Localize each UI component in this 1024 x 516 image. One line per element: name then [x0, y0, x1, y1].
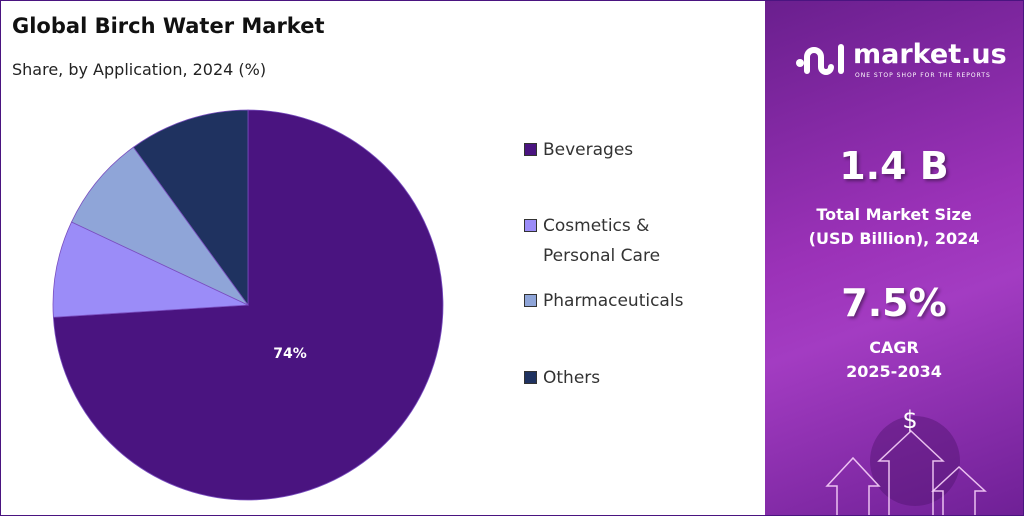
cagr-value: 7.5% — [841, 281, 947, 325]
legend-swatch — [524, 371, 537, 384]
legend-swatch — [524, 143, 537, 156]
dollar-icon: $ — [902, 406, 918, 434]
market-size-label-2: (USD Billion), 2024 — [808, 229, 980, 248]
legend-item-cosmetics: Cosmetics & Personal Care — [524, 211, 660, 271]
data-label: 74% — [273, 346, 307, 362]
chart-subtitle: Share, by Application, 2024 (%) — [12, 60, 267, 79]
legend-item-beverages: Beverages — [524, 135, 633, 165]
cagr-period: 2025-2034 — [846, 362, 942, 381]
market-size-value: 1.4 B — [839, 144, 949, 188]
legend-swatch — [524, 219, 537, 232]
logo-name: market.us — [853, 39, 1007, 70]
logo-mark-icon — [796, 44, 844, 75]
pie-chart: 74% — [52, 109, 444, 501]
pie-slice-others — [132, 109, 249, 307]
logo-tagline: ONE STOP SHOP FOR THE REPORTS — [855, 72, 991, 79]
summary-panel: market.us ONE STOP SHOP FOR THE REPORTS … — [765, 1, 1023, 515]
legend-label: Others — [543, 368, 601, 388]
legend-label: Beverages — [543, 140, 634, 160]
market-size-label: Total Market Size — [816, 205, 972, 224]
legend-item-pharmaceuticals: Pharmaceuticals — [524, 286, 683, 316]
legend-label: Pharmaceuticals — [543, 291, 684, 311]
chart-title: Global Birch Water Market — [12, 14, 325, 38]
cagr-label: CAGR — [869, 338, 919, 357]
legend-label-line2: Personal Care — [543, 246, 661, 266]
legend-swatch — [524, 294, 537, 307]
pie-slice-cosmetics-personal-care — [52, 221, 249, 318]
panel-decoration — [825, 416, 987, 515]
legend-item-others: Others — [524, 363, 600, 393]
pie-slice-pharmaceuticals — [71, 146, 249, 306]
legend-label: Cosmetics & — [543, 216, 650, 236]
